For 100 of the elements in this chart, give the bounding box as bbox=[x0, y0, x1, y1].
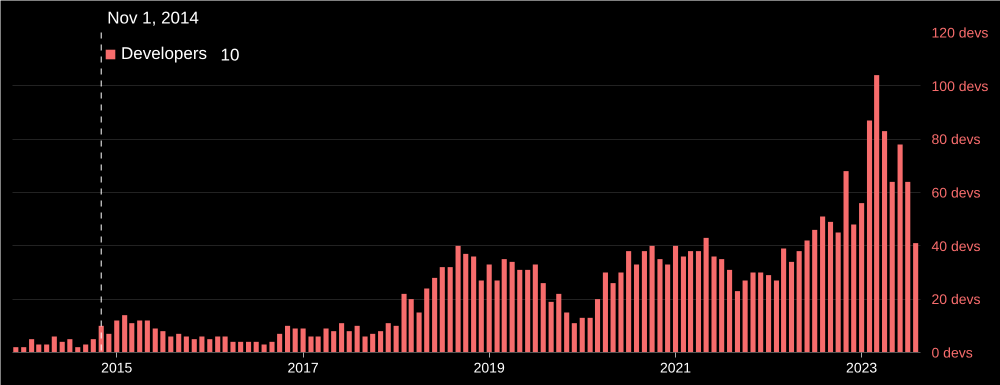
y-tick-label: 80 devs bbox=[932, 131, 981, 148]
bar bbox=[160, 331, 166, 352]
bar bbox=[222, 336, 228, 352]
bar bbox=[874, 75, 880, 352]
bar bbox=[594, 299, 600, 352]
bar bbox=[602, 272, 608, 352]
bar bbox=[83, 344, 88, 352]
bar bbox=[394, 326, 399, 352]
bar bbox=[672, 246, 678, 352]
bar bbox=[913, 243, 918, 352]
bar bbox=[463, 254, 468, 352]
bar bbox=[642, 251, 647, 352]
bar bbox=[370, 334, 376, 352]
bar bbox=[890, 182, 895, 352]
bar bbox=[719, 259, 724, 352]
bar bbox=[308, 336, 314, 352]
bar bbox=[711, 256, 717, 352]
bar bbox=[346, 331, 352, 352]
bar bbox=[905, 182, 910, 352]
bar bbox=[331, 331, 336, 352]
bar bbox=[781, 248, 786, 352]
bar bbox=[844, 171, 849, 352]
bar bbox=[401, 294, 407, 352]
bar bbox=[440, 267, 445, 352]
bar bbox=[540, 283, 546, 352]
bar bbox=[254, 342, 259, 352]
bar bbox=[98, 326, 104, 352]
bar bbox=[796, 251, 802, 352]
bar bbox=[300, 328, 306, 352]
bar bbox=[688, 251, 694, 352]
bar bbox=[750, 272, 756, 352]
bar bbox=[129, 323, 134, 352]
bar bbox=[532, 264, 538, 352]
bar bbox=[820, 216, 826, 352]
bar bbox=[812, 230, 818, 352]
bar bbox=[804, 240, 810, 352]
bar bbox=[486, 264, 492, 352]
bar bbox=[478, 280, 484, 352]
bar bbox=[564, 312, 570, 352]
bar bbox=[859, 203, 864, 352]
bar bbox=[36, 344, 42, 352]
legend-label: Developers bbox=[121, 44, 207, 64]
bar bbox=[13, 347, 18, 352]
bar bbox=[75, 347, 80, 352]
bar bbox=[774, 280, 780, 352]
bar bbox=[238, 342, 244, 352]
bar bbox=[285, 326, 290, 352]
bar bbox=[152, 328, 158, 352]
bar bbox=[67, 339, 72, 352]
bar bbox=[525, 270, 530, 352]
bar bbox=[851, 224, 856, 352]
bar bbox=[192, 339, 197, 352]
bar bbox=[758, 272, 764, 352]
y-tick-label: 60 devs bbox=[932, 184, 981, 200]
bar bbox=[144, 320, 150, 352]
bar bbox=[650, 246, 655, 352]
bar bbox=[898, 144, 903, 352]
bar bbox=[316, 336, 321, 352]
bar bbox=[727, 270, 732, 352]
bar bbox=[416, 312, 422, 352]
y-tick-label: 20 devs bbox=[932, 291, 981, 308]
annotation: 10 bbox=[220, 46, 240, 64]
bar bbox=[230, 342, 236, 352]
y-tick-label: 120 devs bbox=[932, 24, 988, 40]
bar bbox=[556, 294, 562, 352]
bar bbox=[742, 280, 748, 352]
bar bbox=[548, 302, 554, 352]
bar bbox=[866, 120, 872, 352]
bar bbox=[734, 291, 740, 352]
bar bbox=[448, 267, 453, 352]
bar bbox=[122, 315, 128, 352]
bar bbox=[766, 275, 772, 352]
x-tick-label: 2021 bbox=[660, 360, 692, 376]
bar bbox=[610, 283, 616, 352]
bar bbox=[704, 238, 709, 352]
bar bbox=[44, 344, 50, 352]
bar bbox=[618, 272, 624, 352]
bar bbox=[60, 342, 65, 352]
y-tick-label: 100 devs bbox=[932, 78, 988, 94]
bar bbox=[378, 331, 384, 352]
bar bbox=[168, 336, 174, 352]
bar bbox=[386, 323, 391, 352]
bar bbox=[215, 336, 220, 352]
bar bbox=[788, 262, 794, 352]
bar bbox=[114, 320, 120, 352]
bar bbox=[199, 336, 204, 352]
bar bbox=[137, 320, 142, 352]
bar bbox=[588, 318, 593, 352]
bar bbox=[696, 251, 702, 352]
bar bbox=[836, 232, 841, 352]
bar bbox=[456, 246, 461, 352]
y-tick-label: 0 devs bbox=[932, 344, 973, 360]
bar bbox=[580, 318, 585, 352]
bar bbox=[626, 251, 632, 352]
bar bbox=[269, 342, 275, 352]
bar bbox=[432, 278, 438, 352]
bar bbox=[680, 256, 686, 352]
bar bbox=[882, 131, 888, 352]
x-tick-label: 2023 bbox=[846, 360, 878, 376]
x-tick-label: 2019 bbox=[474, 360, 505, 376]
